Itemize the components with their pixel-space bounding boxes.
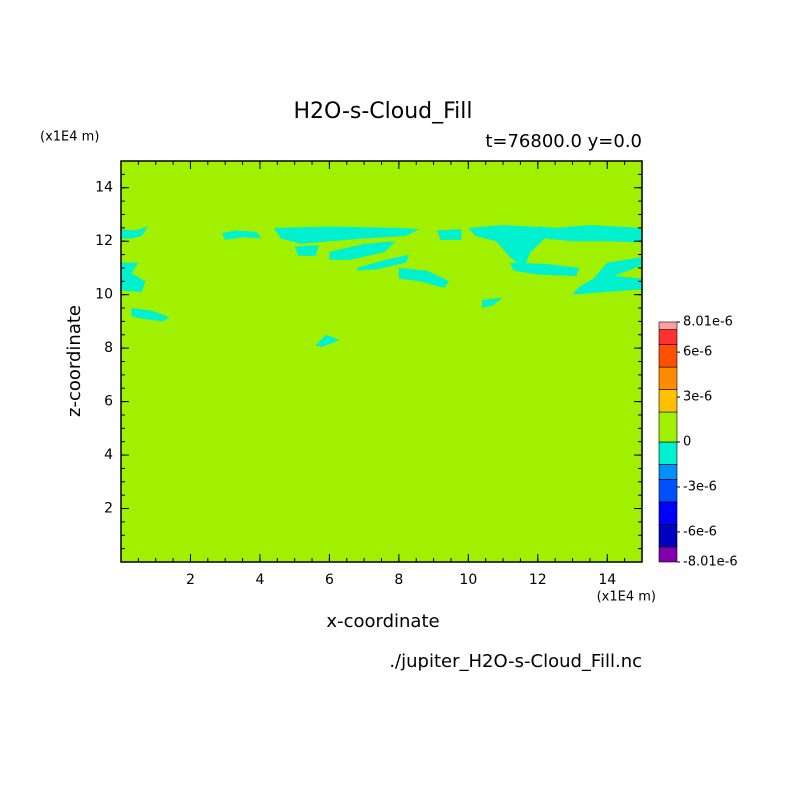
chart-subtitle: t=76800.0 y=0.0 bbox=[485, 131, 642, 152]
y-tick-label: 4 bbox=[104, 447, 113, 463]
colorbar-segment bbox=[658, 411, 678, 443]
contour-region bbox=[294, 245, 319, 256]
y-unit: (x1E4 m) bbox=[40, 130, 99, 145]
colorbar-label: -3e-6 bbox=[683, 479, 717, 494]
y-tick-label: 2 bbox=[104, 501, 113, 517]
contour-region bbox=[468, 225, 642, 268]
colorbar-label: -6e-6 bbox=[683, 524, 717, 539]
contour-region bbox=[437, 229, 462, 240]
x-tick-label: 6 bbox=[325, 572, 334, 588]
colorbar-segment bbox=[658, 479, 678, 503]
x-tick-label: 14 bbox=[598, 572, 616, 588]
colorbar-label: 6e-6 bbox=[683, 345, 712, 360]
colorbar-segment bbox=[658, 389, 678, 413]
x-tick-label: 12 bbox=[529, 572, 547, 588]
y-tick-label: 8 bbox=[104, 340, 113, 356]
chart-title: H2O-s-Cloud_Fill bbox=[293, 99, 472, 124]
colorbar-label: 3e-6 bbox=[683, 390, 712, 405]
y-tick-label: 6 bbox=[104, 394, 113, 410]
colorbar-label: 8.01e-6 bbox=[683, 315, 733, 330]
colorbar-label: 0 bbox=[683, 435, 691, 450]
contour-region bbox=[121, 262, 146, 292]
contour-region bbox=[131, 308, 170, 322]
colorbar-segment bbox=[658, 524, 678, 548]
y-axis-label: z-coordinate bbox=[64, 305, 85, 417]
x-tick-label: 8 bbox=[394, 572, 403, 588]
source-file: ./jupiter_H2O-s-Cloud_Fill.nc bbox=[389, 651, 642, 672]
colorbar-segment bbox=[658, 344, 678, 368]
contour-region bbox=[273, 226, 420, 244]
contour-region bbox=[221, 230, 262, 240]
colorbar-segment bbox=[658, 366, 678, 390]
y-tick-label: 12 bbox=[95, 233, 113, 249]
contour-region bbox=[357, 254, 410, 271]
colorbar-segment bbox=[658, 441, 678, 465]
contour-region bbox=[315, 334, 340, 347]
colorbar-segment bbox=[658, 546, 678, 563]
colorbar-segment bbox=[658, 329, 678, 345]
contour-region bbox=[121, 226, 148, 239]
field-background bbox=[121, 161, 642, 562]
contour-region bbox=[398, 267, 450, 288]
x-tick-label: 10 bbox=[459, 572, 477, 588]
y-tick-label: 10 bbox=[95, 287, 113, 303]
x-tick-label: 4 bbox=[255, 572, 264, 588]
x-unit: (x1E4 m) bbox=[597, 590, 656, 605]
contour-region bbox=[572, 257, 642, 295]
colorbar-segment bbox=[658, 321, 678, 330]
contour-region bbox=[537, 226, 556, 240]
x-tick-label: 2 bbox=[186, 572, 195, 588]
contour-region bbox=[329, 241, 396, 260]
x-axis-label: x-coordinate bbox=[326, 611, 439, 632]
y-tick-label: 14 bbox=[95, 180, 113, 196]
colorbar-segment bbox=[658, 464, 678, 480]
contour-region bbox=[510, 262, 580, 276]
colorbar-label: -8.01e-6 bbox=[683, 555, 738, 570]
contour-region bbox=[482, 297, 504, 309]
colorbar-segment bbox=[658, 501, 678, 525]
